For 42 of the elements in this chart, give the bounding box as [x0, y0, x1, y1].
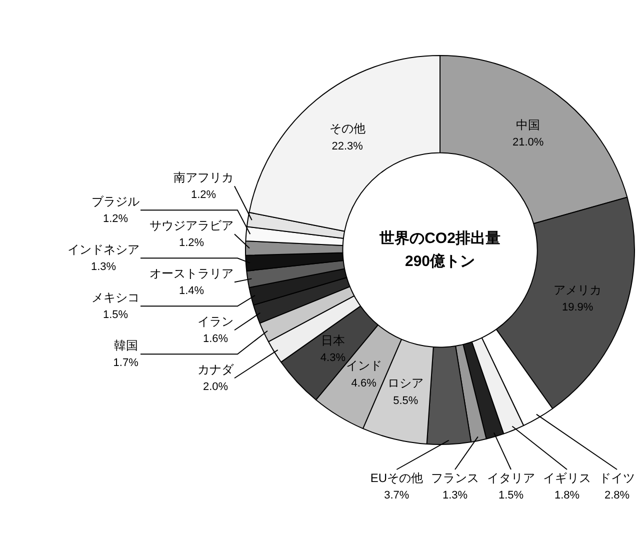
slice-label: オーストラリア: [150, 266, 234, 280]
data-label: 1.2%: [190, 189, 216, 202]
slice-label: アメリカ: [554, 282, 602, 297]
slice-label: フランス: [431, 470, 479, 485]
data-label: 1.6%: [202, 333, 228, 346]
slice-label: ブラジル: [92, 194, 140, 208]
slice-label: ドイツ: [599, 470, 635, 485]
data-label: 4.3%: [320, 352, 346, 364]
slice-label: サウジアラビア: [150, 218, 234, 232]
text: 世界のCO2排出量: [378, 230, 500, 248]
data-label: 2.0%: [202, 381, 228, 394]
data-label: 5.5%: [393, 394, 418, 407]
data-label: 1.2%: [102, 213, 128, 226]
slice-label: カナダ: [198, 362, 234, 376]
slice-label: イギリス: [543, 470, 591, 485]
data-label: 1.5%: [498, 490, 524, 502]
data-label: 4.6%: [351, 377, 377, 390]
slice-label: 韓国: [114, 338, 138, 352]
data-label: 22.3%: [332, 140, 364, 152]
data-label: 1.3%: [442, 490, 468, 502]
slice-label: インド: [346, 358, 382, 373]
slice-label: インドネシア: [68, 242, 140, 256]
data-label: 1.7%: [113, 357, 139, 370]
text: 290億トン: [404, 253, 476, 270]
slice-label: EUその他: [370, 470, 423, 485]
slice-label: 中国: [516, 118, 540, 132]
slice-label: イラン: [198, 314, 234, 328]
data-label: 1.2%: [178, 237, 204, 250]
data-label: 1.3%: [90, 261, 116, 274]
slice-label: その他: [329, 122, 366, 136]
data-label: 2.8%: [604, 490, 630, 502]
slice-label: メキシコ: [92, 290, 140, 304]
data-label: 3.7%: [384, 490, 410, 502]
slice-label: イタリア: [487, 470, 535, 485]
data-label: 1.5%: [102, 309, 128, 322]
slice-label: 日本: [320, 333, 345, 348]
data-label: 1.4%: [178, 285, 204, 298]
slice-label: ロシア: [388, 376, 424, 390]
data-label: 1.8%: [554, 490, 580, 502]
data-label: 19.9%: [562, 302, 594, 314]
slice-label: 南アフリカ: [174, 170, 234, 184]
data-label: 21.0%: [512, 136, 544, 149]
